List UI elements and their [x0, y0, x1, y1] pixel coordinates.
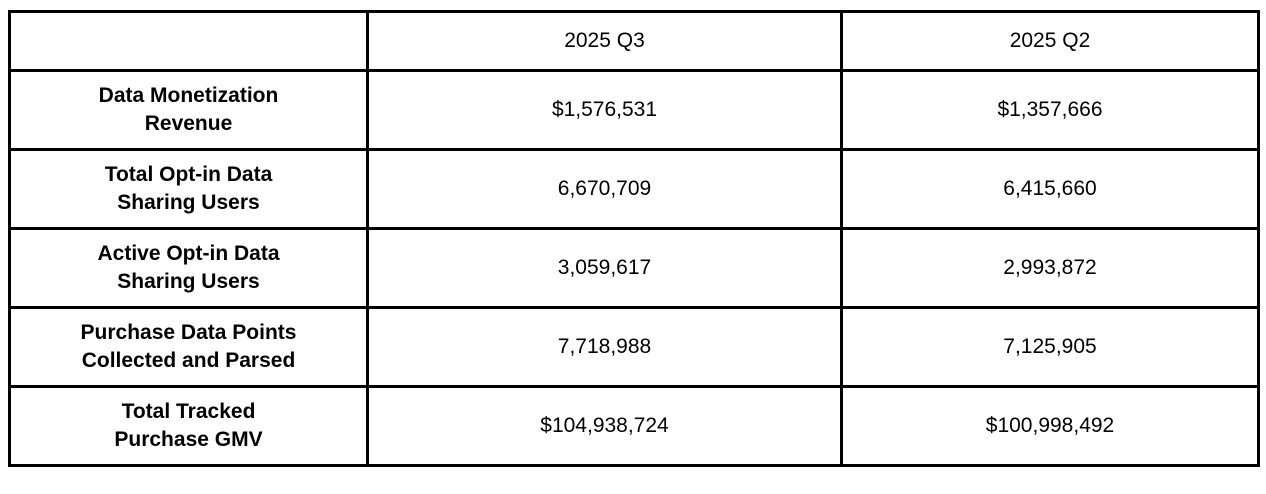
metrics-table: 2025 Q3 2025 Q2 Data Monetization Revenu… — [8, 10, 1260, 467]
table-row: Purchase Data Points Collected and Parse… — [8, 306, 1260, 388]
row-label-total-tracked-gmv: Total Tracked Purchase GMV — [8, 385, 369, 467]
cell-q3-value: $1,576,531 — [366, 69, 843, 151]
cell-q3-value: 7,718,988 — [366, 306, 843, 388]
cell-q2-value: $1,357,666 — [840, 69, 1260, 151]
header-q2-cell: 2025 Q2 — [840, 10, 1260, 72]
cell-q3-value: 6,670,709 — [366, 148, 843, 230]
cell-q2-value: $100,998,492 — [840, 385, 1260, 467]
cell-q3-value: 3,059,617 — [366, 227, 843, 309]
cell-q2-value: 7,125,905 — [840, 306, 1260, 388]
header-row: 2025 Q3 2025 Q2 — [8, 10, 1260, 72]
table-row: Total Opt-in Data Sharing Users 6,670,70… — [8, 148, 1260, 230]
table-row: Active Opt-in Data Sharing Users 3,059,6… — [8, 227, 1260, 309]
header-q3-cell: 2025 Q3 — [366, 10, 843, 72]
header-label-cell — [8, 10, 369, 72]
cell-q3-value: $104,938,724 — [366, 385, 843, 467]
table-row: Data Monetization Revenue $1,576,531 $1,… — [8, 69, 1260, 151]
row-label-data-monetization-revenue: Data Monetization Revenue — [8, 69, 369, 151]
table-row: Total Tracked Purchase GMV $104,938,724 … — [8, 385, 1260, 467]
row-label-purchase-data-points: Purchase Data Points Collected and Parse… — [8, 306, 369, 388]
cell-q2-value: 2,993,872 — [840, 227, 1260, 309]
row-label-total-opt-in-users: Total Opt-in Data Sharing Users — [8, 148, 369, 230]
row-label-active-opt-in-users: Active Opt-in Data Sharing Users — [8, 227, 369, 309]
cell-q2-value: 6,415,660 — [840, 148, 1260, 230]
